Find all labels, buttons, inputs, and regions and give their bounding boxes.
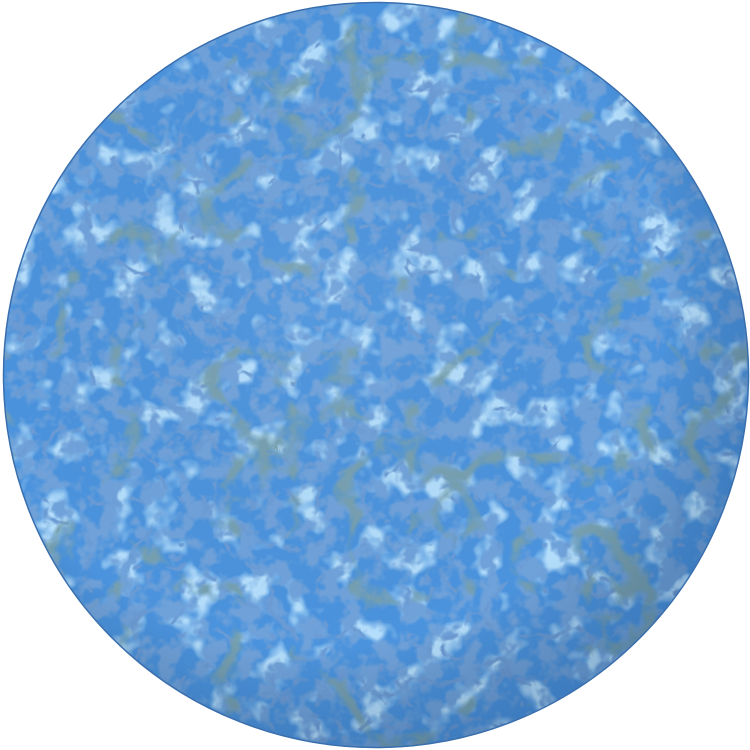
sphere-rim [2,1,750,749]
image-canvas [2,1,750,749]
sphere-shading [3,2,749,748]
sphere-graphic [2,1,750,749]
